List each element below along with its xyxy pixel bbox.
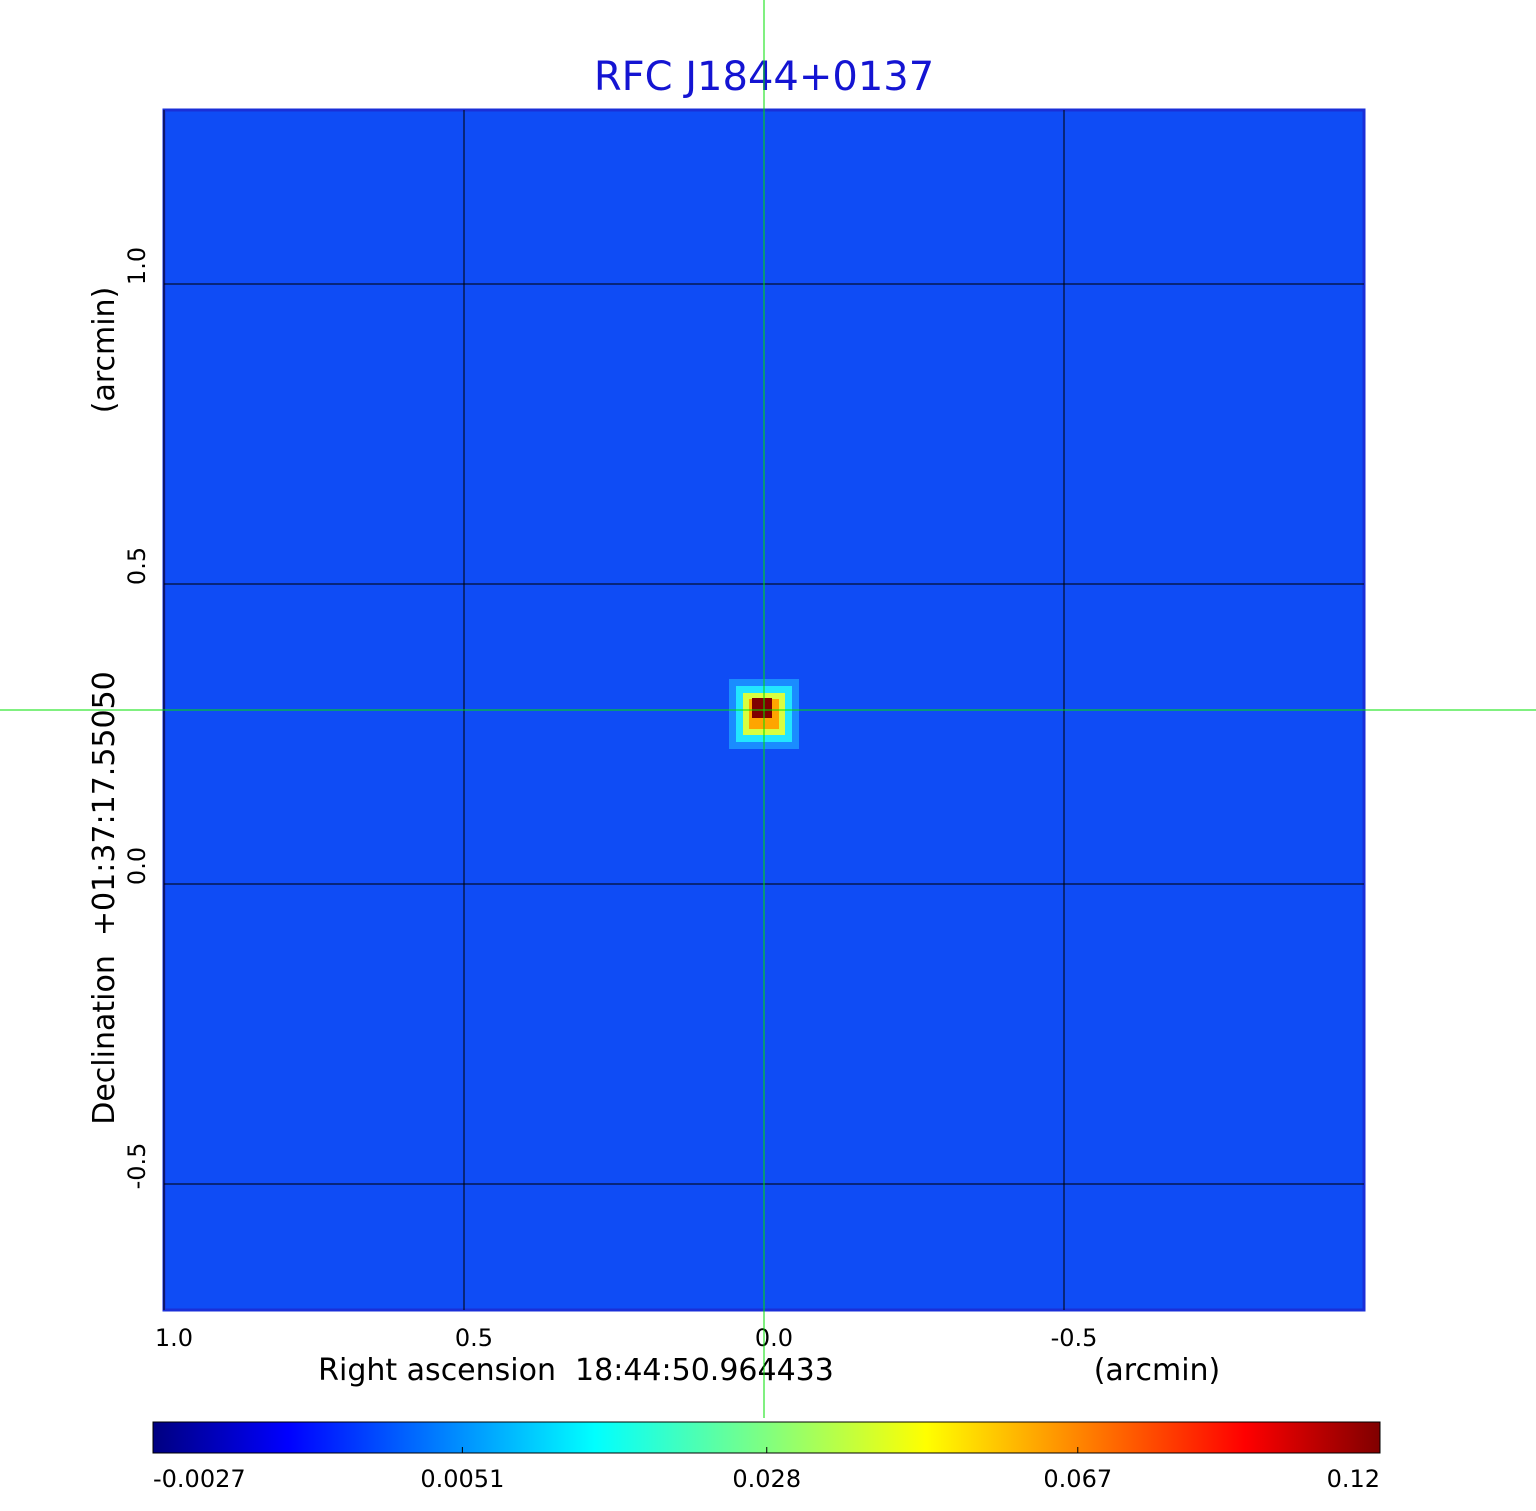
x-tick-label: 1.0 bbox=[155, 1324, 193, 1352]
colorbar-tick-label: 0.067 bbox=[1043, 1465, 1112, 1493]
source-peak bbox=[752, 698, 772, 718]
x-axis-unit: (arcmin) bbox=[1094, 1353, 1221, 1388]
y-tick-label: 0.0 bbox=[123, 847, 151, 885]
colorbar-tick-label: 0.12 bbox=[1327, 1465, 1380, 1493]
x-tick-label: 0.0 bbox=[755, 1324, 793, 1352]
colorbar-tick-label: 0.0051 bbox=[420, 1465, 504, 1493]
y-tick-label: -0.5 bbox=[123, 1143, 151, 1190]
y-axis-unit: (arcmin) bbox=[87, 287, 122, 414]
y-axis-label: Declination +01:37:17.55050 bbox=[87, 671, 122, 1125]
colorbar-tick-label: -0.0027 bbox=[153, 1465, 246, 1493]
colorbar-tick-label: 0.028 bbox=[732, 1465, 801, 1493]
x-tick-label: 0.5 bbox=[455, 1324, 493, 1352]
x-tick-label: -0.5 bbox=[1051, 1324, 1098, 1352]
x-axis-label: Right ascension 18:44:50.964433 bbox=[318, 1353, 834, 1388]
y-tick-label: 0.5 bbox=[123, 547, 151, 585]
y-tick-label: 1.0 bbox=[123, 247, 151, 285]
